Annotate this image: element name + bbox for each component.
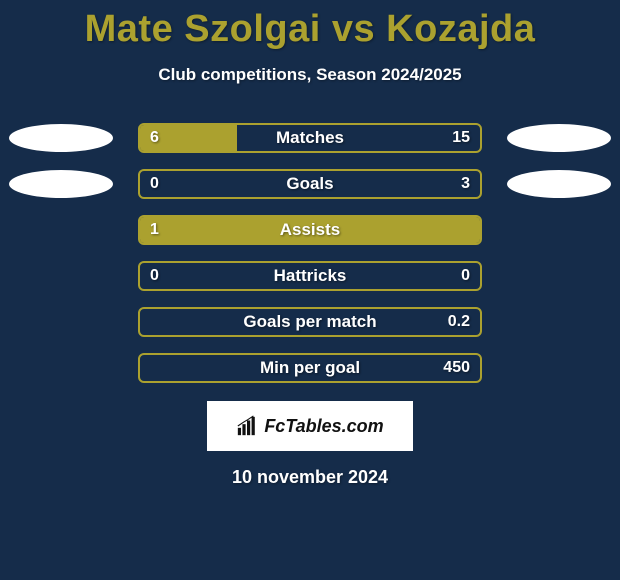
- stat-row: 1Assists: [0, 207, 620, 253]
- date-text: 10 november 2024: [0, 467, 620, 488]
- stat-row: 615Matches: [0, 115, 620, 161]
- stat-row: 00Hattricks: [0, 253, 620, 299]
- stat-label: Goals per match: [140, 309, 480, 335]
- stat-label: Goals: [140, 171, 480, 197]
- logo-text: FcTables.com: [264, 416, 383, 437]
- stat-row: 0.2Goals per match: [0, 299, 620, 345]
- player-right-icon: [507, 124, 611, 152]
- stat-label: Hattricks: [140, 263, 480, 289]
- player-left-icon: [9, 124, 113, 152]
- stat-bar: 00Hattricks: [138, 261, 482, 291]
- stat-label: Matches: [140, 125, 480, 151]
- stat-row: 450Min per goal: [0, 345, 620, 391]
- stat-bar: 03Goals: [138, 169, 482, 199]
- stat-bar: 1Assists: [138, 215, 482, 245]
- stat-bar: 0.2Goals per match: [138, 307, 482, 337]
- logo-bars-icon: [236, 415, 258, 437]
- page-title: Mate Szolgai vs Kozajda: [0, 0, 620, 51]
- fctables-logo: FcTables.com: [207, 401, 413, 451]
- stat-label: Min per goal: [140, 355, 480, 381]
- stat-bar: 615Matches: [138, 123, 482, 153]
- subtitle: Club competitions, Season 2024/2025: [0, 65, 620, 85]
- bar-chart: 615Matches 03Goals 1Assists 00Hattricks 0.2G…: [0, 115, 620, 391]
- stat-label: Assists: [140, 217, 480, 243]
- player-left-icon: [9, 170, 113, 198]
- player-right-icon: [507, 170, 611, 198]
- stat-row: 03Goals: [0, 161, 620, 207]
- stat-bar: 450Min per goal: [138, 353, 482, 383]
